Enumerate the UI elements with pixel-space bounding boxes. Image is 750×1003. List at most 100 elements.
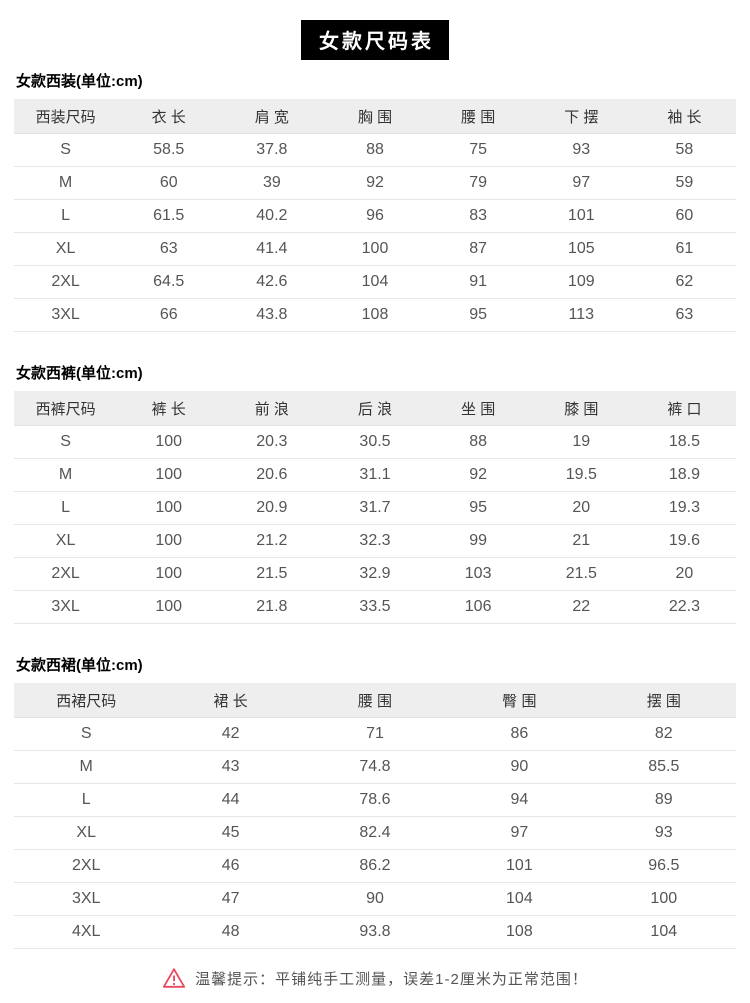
measurement-cell: 31.1: [323, 458, 427, 492]
measurement-cell: 108: [323, 298, 427, 332]
measurement-cell: 86: [447, 717, 592, 751]
column-header: 肩 宽: [220, 99, 324, 134]
measurement-cell: 87: [426, 232, 530, 266]
measurement-cell: 95: [426, 491, 530, 525]
measurement-cell: 95: [426, 298, 530, 332]
measurement-cell: 100: [591, 882, 736, 916]
measurement-cell: 78.6: [302, 783, 448, 817]
measurement-cell: 93.8: [302, 915, 448, 949]
size-label-cell: 2XL: [14, 849, 159, 883]
measurement-cell: 79: [426, 166, 530, 200]
column-header: 袖 长: [632, 99, 736, 134]
measurement-cell: 91: [426, 265, 530, 299]
size-label-cell: L: [14, 199, 118, 233]
measurement-cell: 97: [529, 166, 633, 200]
measurement-cell: 88: [323, 133, 427, 167]
column-header: 裙 长: [158, 683, 303, 718]
measurement-cell: 19.3: [632, 491, 736, 525]
measurement-cell: 74.8: [302, 750, 448, 784]
column-header: 西裤尺码: [14, 391, 118, 426]
measurement-cell: 90: [302, 882, 448, 916]
measurement-cell: 18.9: [632, 458, 736, 492]
measurement-cell: 100: [117, 557, 221, 591]
section-title-suit: 女款西装(单位:cm): [16, 73, 143, 90]
measurement-cell: 101: [529, 199, 633, 233]
measurement-cell: 20.9: [220, 491, 324, 525]
measurement-cell: 93: [529, 133, 633, 167]
size-label-cell: L: [14, 783, 159, 817]
measurement-cell: 41.4: [220, 232, 324, 266]
measurement-cell: 63: [632, 298, 736, 332]
measurement-cell: 83: [426, 199, 530, 233]
measurement-cell: 104: [323, 265, 427, 299]
measurement-cell: 20: [529, 491, 633, 525]
measurement-cell: 22.3: [632, 590, 736, 624]
column-header: 后 浪: [323, 391, 427, 426]
footer-tip: 温馨提示：平铺纯手工测量，误差1-2厘米为正常范围！: [0, 967, 750, 1003]
size-label-cell: XL: [14, 816, 159, 850]
table-row: L 44 78.6 94 89: [14, 783, 736, 817]
measurement-cell: 37.8: [220, 133, 324, 167]
table-row: 3XL 66 43.8 108 95 113 63: [14, 298, 736, 332]
size-label-cell: 4XL: [14, 915, 159, 949]
table-row: 4XL 48 93.8 108 104: [14, 915, 736, 949]
warning-triangle-icon: [163, 968, 186, 988]
header-row: 西装尺码衣 长肩 宽胸 围腰 围下 摆袖 长: [14, 99, 736, 134]
measurement-cell: 108: [447, 915, 592, 949]
size-label-cell: 3XL: [14, 298, 118, 332]
measurement-cell: 96: [323, 199, 427, 233]
measurement-cell: 46: [158, 849, 303, 883]
size-label-cell: 3XL: [14, 882, 159, 916]
table-row: M 60 39 92 79 97 59: [14, 166, 736, 200]
measurement-cell: 100: [117, 491, 221, 525]
measurement-cell: 64.5: [117, 265, 221, 299]
measurement-cell: 33.5: [323, 590, 427, 624]
table-row: 2XL 46 86.2 101 96.5: [14, 849, 736, 883]
measurement-cell: 21.8: [220, 590, 324, 624]
measurement-cell: 60: [117, 166, 221, 200]
column-header: 摆 围: [591, 683, 736, 718]
measurement-cell: 31.7: [323, 491, 427, 525]
size-label-cell: M: [14, 458, 118, 492]
header-row: 西裙尺码裙 长腰 围臀 围摆 围: [14, 683, 736, 718]
table-row: 2XL 64.5 42.6 104 91 109 62: [14, 265, 736, 299]
measurement-cell: 21: [529, 524, 633, 558]
measurement-cell: 71: [302, 717, 448, 751]
table-row: XL 100 21.2 32.3 99 21 19.6: [14, 524, 736, 558]
measurement-cell: 104: [447, 882, 592, 916]
column-header: 胸 围: [323, 99, 427, 134]
measurement-cell: 20: [632, 557, 736, 591]
measurement-cell: 44: [158, 783, 303, 817]
measurement-cell: 82.4: [302, 816, 448, 850]
column-header: 腰 围: [426, 99, 530, 134]
measurement-cell: 32.9: [323, 557, 427, 591]
column-header: 西裙尺码: [14, 683, 159, 718]
table-row: M 43 74.8 90 85.5: [14, 750, 736, 784]
measurement-cell: 20.6: [220, 458, 324, 492]
section-suit: 女款西装(单位:cm) 西装尺码衣 长肩 宽胸 围腰 围下 摆袖 长 S 58.5…: [14, 70, 736, 332]
section-title-trousers: 女款西裤(单位:cm): [16, 365, 143, 382]
measurement-cell: 106: [426, 590, 530, 624]
measurement-cell: 85.5: [591, 750, 736, 784]
measurement-cell: 89: [591, 783, 736, 817]
measurement-cell: 59: [632, 166, 736, 200]
table-row: L 61.5 40.2 96 83 101 60: [14, 199, 736, 233]
column-header: 西装尺码: [14, 99, 118, 134]
size-label-cell: S: [14, 425, 118, 459]
measurement-cell: 39: [220, 166, 324, 200]
measurement-cell: 30.5: [323, 425, 427, 459]
size-label-cell: XL: [14, 524, 118, 558]
measurement-cell: 42.6: [220, 265, 324, 299]
page-title-wrap: 女款尺码表: [0, 20, 750, 60]
column-header: 坐 围: [426, 391, 530, 426]
size-label-cell: 2XL: [14, 265, 118, 299]
table-row: S 42 71 86 82: [14, 717, 736, 751]
column-header: 腰 围: [302, 683, 448, 718]
measurement-cell: 32.3: [323, 524, 427, 558]
table-row: L 100 20.9 31.7 95 20 19.3: [14, 491, 736, 525]
measurement-cell: 109: [529, 265, 633, 299]
measurement-cell: 75: [426, 133, 530, 167]
measurement-cell: 58: [632, 133, 736, 167]
measurement-cell: 90: [447, 750, 592, 784]
measurement-cell: 43: [158, 750, 303, 784]
